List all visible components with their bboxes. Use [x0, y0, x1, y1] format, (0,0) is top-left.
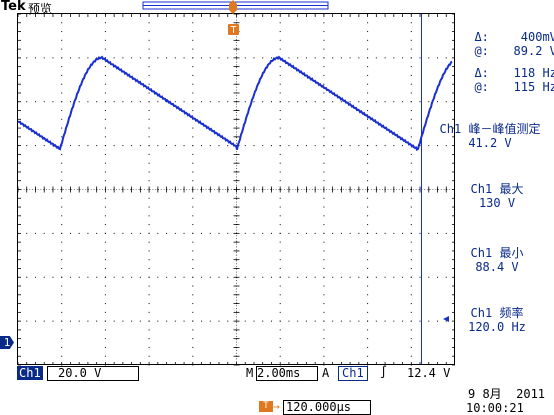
time-display: 10:00:21 [466, 401, 524, 415]
channel-1-indicator[interactable]: Ch1 [17, 366, 43, 380]
cursor-readout-at-t: @: 115 Hz [474, 80, 554, 94]
trigger-level[interactable]: 12.4 V [407, 366, 451, 380]
brand-logo: Tek [1, 0, 26, 14]
volts-per-div[interactable]: 20.0 V [47, 366, 139, 381]
graticule-grid [17, 13, 455, 366]
trigger-channel[interactable]: Ch1 [338, 366, 368, 381]
horizontal-position[interactable]: 120.000µs [283, 400, 371, 415]
trigger-slope-icon: ∫ [380, 365, 388, 379]
time-base-prefix: M [246, 366, 254, 380]
measurement-peak-to-peak: Ch1 峰－峰值测定 41.2 V [439, 122, 541, 150]
acquisition-mode: 预览 [28, 2, 53, 16]
measurement-frequency: Ch1 频率 120.0 Hz [468, 306, 526, 334]
trigger-level-arrow [443, 316, 449, 322]
cursor-readout-at-v: @: 89.2 V [474, 44, 554, 58]
cursor-readout-delta-v: Δ: 400mV [474, 30, 554, 44]
trigger-marker-label: T [230, 25, 236, 36]
time-per-div[interactable]: 2.00ms [256, 366, 318, 381]
trigger-mode-prefix: A [322, 366, 330, 380]
date-display: 9 8月 2011 [468, 387, 546, 401]
channel-1-ground-marker[interactable]: 1 [0, 336, 14, 349]
horizontal-position-icon: T [259, 401, 273, 412]
ch1-waveform [17, 55, 453, 152]
measurement-min: Ch1 最小 88.4 V [470, 246, 524, 274]
measurement-max: Ch1 最大 130 V [470, 182, 524, 210]
cursor-readout-delta-t: Δ: 118 Hz [474, 66, 554, 80]
trigger-position-marker: T [228, 0, 239, 36]
position-arrow-icon: → [273, 400, 280, 413]
